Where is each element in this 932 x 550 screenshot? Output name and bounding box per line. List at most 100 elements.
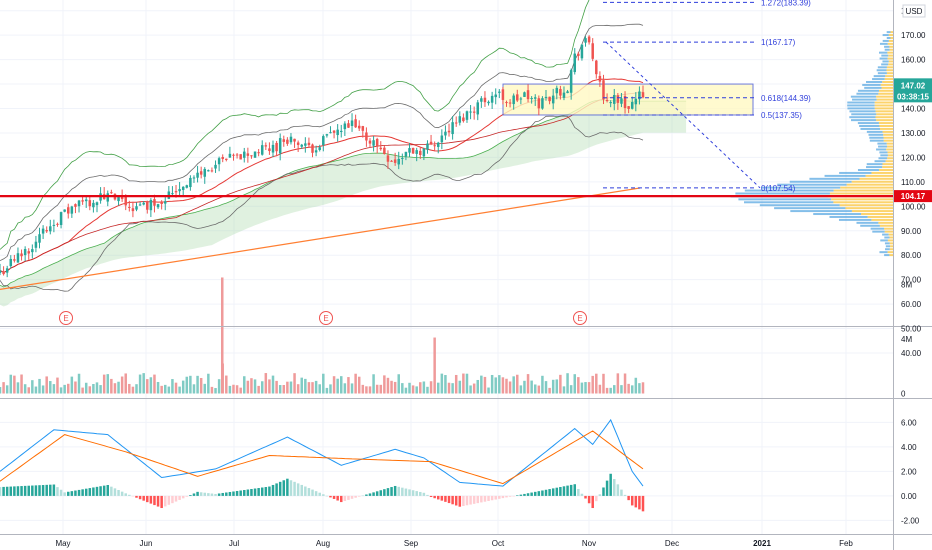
volume-profile-bar: [880, 154, 888, 157]
macd-axis[interactable]: -2.00 0.00 2.00 4.00 6.00: [901, 418, 920, 525]
candle-body: [289, 136, 293, 143]
volume-bar: [221, 277, 224, 394]
volume-profile-bar: [883, 133, 893, 136]
macd-histogram-bar: [203, 492, 207, 496]
volume-bar: [5, 385, 9, 394]
ma-mid-line: [0, 91, 644, 273]
candle-body: [160, 201, 163, 204]
last-price-label: 147.02: [901, 81, 926, 90]
macd-histogram-bar: [235, 490, 239, 496]
candle-body: [469, 111, 472, 113]
price-tick-label: 110.00: [901, 178, 925, 187]
volume-profile-bar: [871, 171, 893, 174]
volume-profile-bar: [887, 42, 893, 45]
volume-bar: [498, 375, 501, 394]
volume-bar: [92, 384, 95, 394]
macd-histogram-bar: [487, 495, 490, 501]
candle-body: [131, 208, 135, 212]
hline-price-tag: [894, 190, 932, 203]
volume-bar: [516, 374, 519, 394]
macd-histogram-bar: [343, 495, 347, 501]
volume-bar: [462, 373, 465, 394]
candle-body: [128, 206, 131, 208]
candle-body: [404, 151, 408, 157]
volume-profile-bar: [875, 110, 893, 113]
volume-profile-bar: [884, 254, 890, 257]
macd-tick-label: 4.00: [901, 443, 917, 452]
macd-histogram-bar: [253, 488, 257, 496]
macd-histogram-bar: [595, 495, 598, 502]
macd-histogram-bar: [519, 494, 523, 496]
volume-bar: [128, 383, 131, 394]
macd-histogram-bar: [512, 495, 515, 497]
volume-bar: [386, 377, 390, 394]
candle-body: [354, 119, 357, 128]
candle-body: [573, 53, 576, 73]
macd-histogram-bar: [282, 480, 286, 496]
macd-histogram-bar: [289, 480, 293, 496]
macd-histogram-bar: [45, 484, 48, 496]
volume-profile-bar: [861, 213, 893, 216]
fib-level-label: 0(107.54): [761, 184, 796, 193]
macd-histogram-bar: [462, 495, 465, 506]
volume-bar: [38, 378, 41, 394]
volume-bar: [0, 387, 2, 394]
volume-bar: [537, 385, 541, 394]
volume-profile-bar: [887, 151, 893, 154]
volume-bar: [95, 382, 99, 394]
volume-bar: [533, 384, 537, 394]
volume-profile-bar: [886, 66, 893, 69]
volume-bar: [146, 379, 149, 394]
volume-bar: [311, 382, 314, 394]
volume-bar: [167, 386, 171, 394]
fib-level-label: 1.272(183.39): [761, 0, 811, 7]
macd-histogram-bar: [465, 495, 469, 506]
macd-histogram-bar: [580, 493, 584, 496]
macd-histogram-bar: [419, 491, 422, 496]
volume-bar: [501, 377, 505, 394]
macd-histogram-bar: [623, 494, 627, 496]
time-axis[interactable]: May Jun Jul Aug Sep Oct Nov Dec 2021 Feb: [55, 539, 853, 548]
candle-body: [332, 130, 336, 133]
price-axis[interactable]: 40.00 50.00 60.00 70.00 80.00 90.00 100.00 110.…: [901, 4, 926, 358]
volume-profile-bar: [887, 157, 893, 160]
volume-bar: [318, 384, 321, 394]
volume-bar: [638, 383, 641, 394]
macd-histogram-bar: [620, 489, 623, 496]
time-tick-label: Jul: [229, 539, 239, 548]
volume-profile-bar: [882, 80, 893, 83]
volume-bar: [135, 384, 138, 394]
candle-body: [544, 96, 548, 99]
macd-histogram-bar: [386, 488, 390, 496]
candle-body: [77, 200, 81, 207]
candle-body: [541, 98, 544, 109]
volume-tick-label: 4M: [901, 335, 912, 344]
volume-bar: [199, 377, 203, 394]
candle-body: [9, 258, 13, 267]
volume-bar: [505, 378, 508, 394]
candle-body: [458, 116, 462, 123]
candle-body: [429, 141, 433, 145]
volume-bar: [110, 378, 113, 394]
macd-histogram-bar: [2, 486, 5, 496]
volume-profile-bar: [887, 51, 893, 54]
volume-profile-bar: [878, 145, 888, 148]
volume-axis[interactable]: 0 4M 8M: [901, 280, 912, 398]
volume-profile-bar: [884, 227, 893, 230]
volume-profile-bar: [866, 130, 883, 133]
volume-bar: [160, 385, 163, 394]
macd-histogram-bar: [189, 495, 192, 496]
candle-body: [465, 111, 469, 120]
candle-body: [336, 129, 339, 136]
volume-profile-bar: [869, 139, 884, 142]
volume-profile-bar: [871, 218, 893, 221]
volume-bar: [271, 375, 275, 394]
volume-bar: [343, 383, 347, 394]
candle-body: [314, 150, 318, 153]
volume-profile-bar: [851, 210, 893, 213]
macd-histogram-bar: [476, 495, 480, 504]
volume-profile-bar: [885, 245, 891, 248]
volume-profile-bar: [879, 51, 888, 54]
volume-bar: [171, 379, 174, 394]
